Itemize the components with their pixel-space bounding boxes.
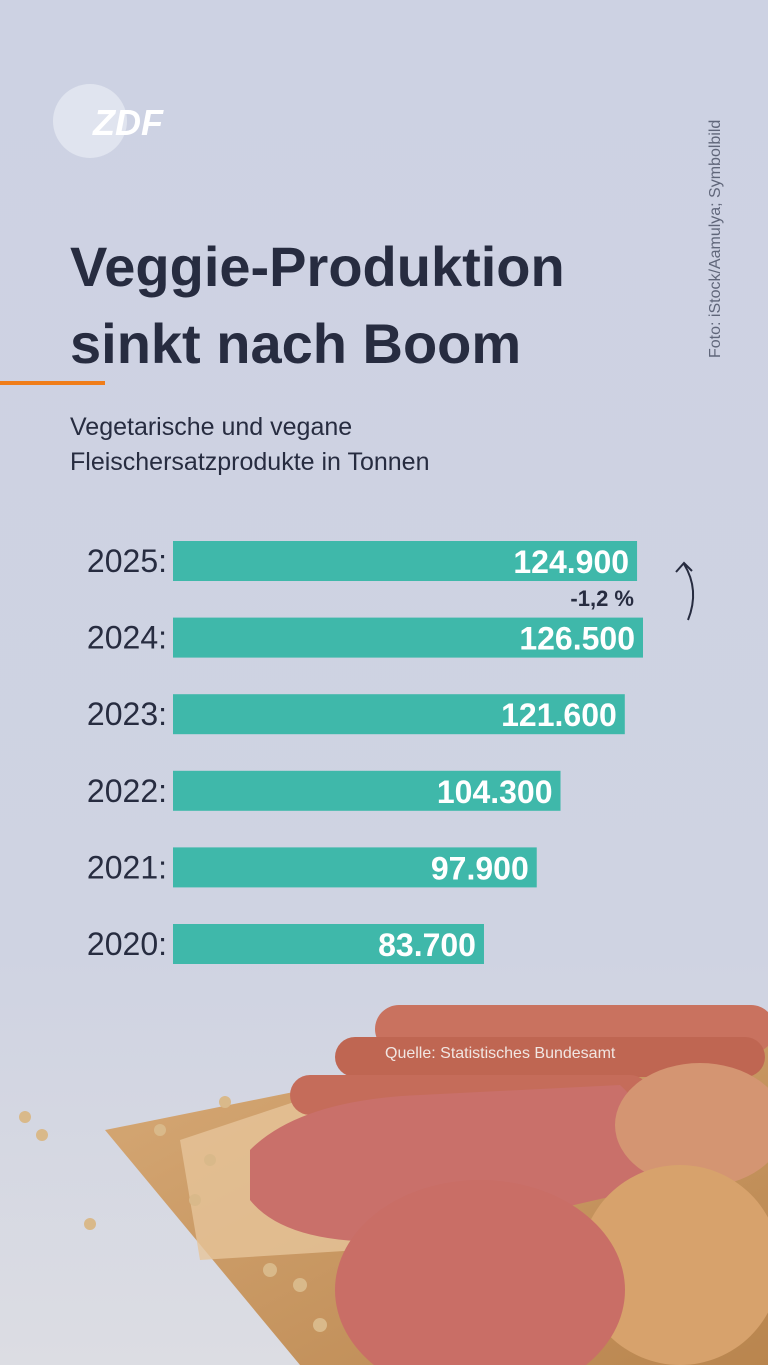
value-label: 83.700 bbox=[378, 927, 476, 963]
bar bbox=[173, 924, 484, 964]
value-label: 121.600 bbox=[501, 697, 617, 733]
value-label: 124.900 bbox=[513, 544, 629, 580]
category-label: 2024: bbox=[87, 620, 167, 656]
category-label: 2023: bbox=[87, 696, 167, 732]
category-label: 2022: bbox=[87, 773, 167, 809]
value-label: 126.500 bbox=[519, 621, 635, 657]
logo-text: ZDF bbox=[92, 102, 164, 143]
bar bbox=[173, 541, 638, 581]
logo: ZDF bbox=[53, 84, 164, 158]
chart-subtitle: Vegetarische und vegane Fleischersatzpro… bbox=[70, 413, 430, 476]
annotation: -1,2 % bbox=[570, 586, 634, 611]
category-label: 2021: bbox=[87, 849, 167, 885]
photo-credit: Foto: iStock/Aamulya; Symbolbild bbox=[707, 120, 724, 358]
bar bbox=[173, 617, 643, 658]
value-label: 104.300 bbox=[437, 774, 553, 810]
value-label: 97.900 bbox=[431, 850, 529, 886]
food-photo bbox=[19, 1005, 768, 1365]
bar bbox=[173, 694, 625, 735]
chart-title: Veggie-Produktion sinkt nach Boom bbox=[70, 235, 565, 375]
source: Quelle: Statistisches Bundesamt bbox=[385, 1045, 616, 1062]
category-label: 2025: bbox=[87, 543, 167, 579]
annotation-arrow bbox=[675, 561, 695, 621]
accent-line bbox=[0, 381, 105, 385]
bar bbox=[173, 770, 561, 811]
bar bbox=[173, 847, 537, 888]
category-label: 2020: bbox=[87, 926, 167, 962]
